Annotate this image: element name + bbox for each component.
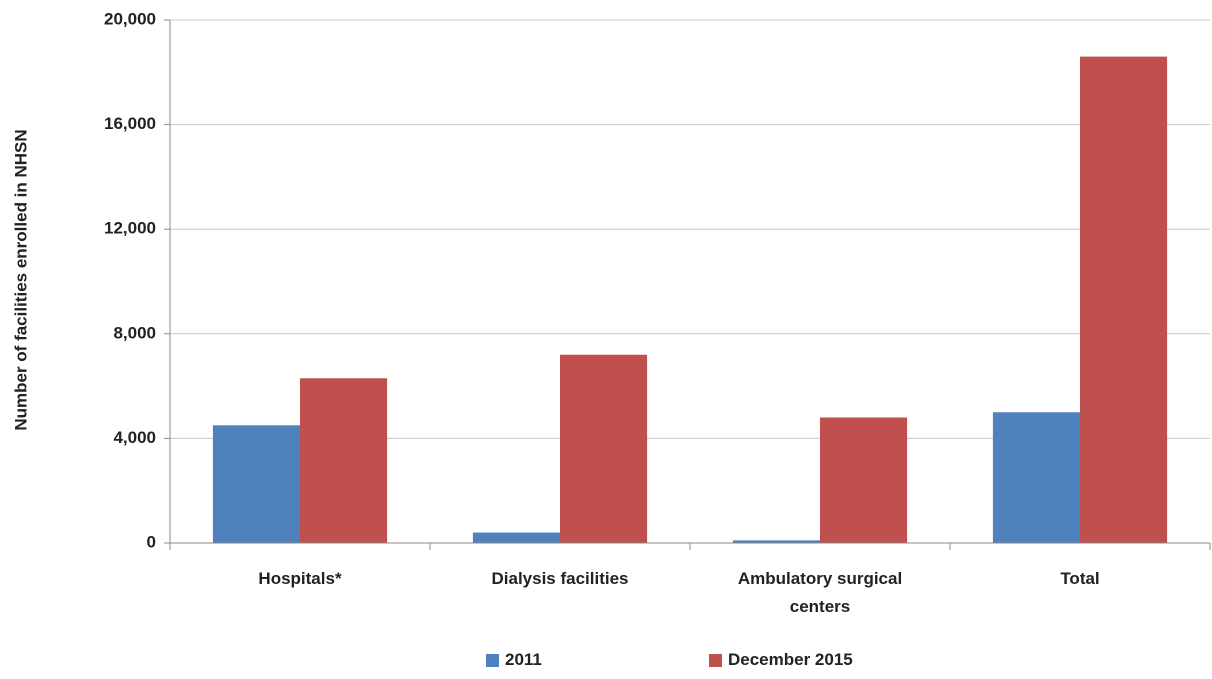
bar: [992, 412, 1080, 543]
bar: [560, 354, 648, 543]
bar: [300, 378, 388, 543]
bar: [732, 540, 820, 543]
x-tick-label: Dialysis facilities: [491, 569, 629, 588]
y-tick-label: 4,000: [113, 428, 156, 447]
y-tick-label: 20,000: [104, 9, 156, 28]
legend-swatch: [709, 653, 722, 667]
legend-swatch: [486, 653, 499, 667]
y-axis-label: Number of facilities enrolled in NHSN: [11, 129, 30, 430]
y-tick-label: 12,000: [104, 219, 156, 238]
y-tick-label: 16,000: [104, 114, 156, 133]
x-tick-label: Ambulatory surgical centers: [737, 569, 903, 616]
bar: [1080, 56, 1168, 544]
bar: [820, 417, 908, 543]
y-tick-label: 0: [147, 532, 156, 551]
bar: [212, 425, 300, 543]
legend-label: 2011: [505, 650, 542, 669]
legend-item: 2011: [486, 650, 542, 670]
y-tick-label: 8,000: [113, 323, 156, 342]
legend-item: December 2015: [709, 650, 853, 670]
legend-label: December 2015: [728, 650, 853, 669]
bar: [472, 532, 560, 543]
x-tick-label: Hospitals*: [258, 569, 342, 588]
x-tick-label: Total: [1060, 569, 1100, 588]
